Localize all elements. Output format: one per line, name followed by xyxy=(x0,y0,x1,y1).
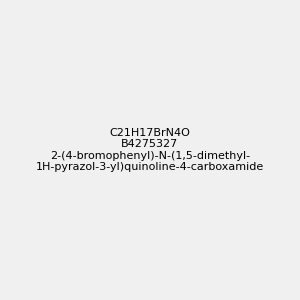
Text: C21H17BrN4O
B4275327
2-(4-bromophenyl)-N-(1,5-dimethyl-
1H-pyrazol-3-yl)quinolin: C21H17BrN4O B4275327 2-(4-bromophenyl)-N… xyxy=(36,128,264,172)
